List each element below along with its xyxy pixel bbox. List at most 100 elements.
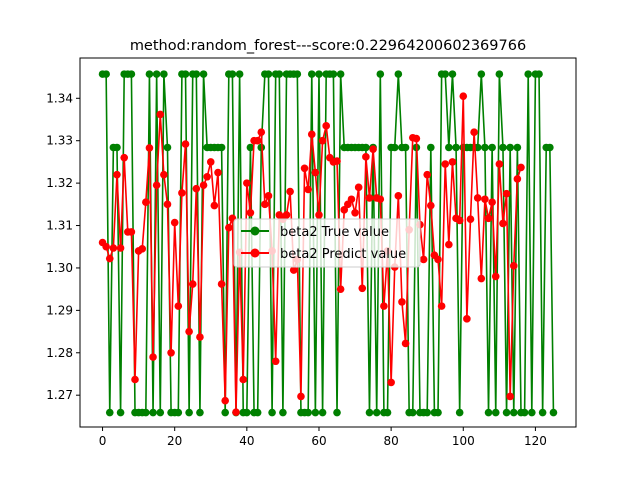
y-tick-label: 1.31 bbox=[46, 219, 73, 233]
point-predict-value bbox=[181, 140, 190, 148]
point-true-value bbox=[513, 143, 522, 152]
point-true-value bbox=[495, 70, 504, 78]
point-true-value bbox=[329, 70, 338, 78]
point-predict-value bbox=[113, 170, 121, 179]
point-predict-value bbox=[152, 181, 161, 190]
point-predict-value bbox=[315, 211, 323, 219]
point-predict-value bbox=[261, 200, 269, 209]
point-predict-value bbox=[333, 157, 341, 165]
point-true-value bbox=[156, 408, 165, 417]
point-true-value bbox=[434, 408, 442, 417]
point-true-value bbox=[246, 143, 255, 152]
point-true-value bbox=[113, 143, 121, 152]
point-true-value bbox=[268, 408, 276, 417]
point-true-value bbox=[509, 408, 518, 417]
legend: beta2 True value beta2 Predict value bbox=[233, 218, 421, 268]
point-predict-value bbox=[105, 254, 114, 263]
point-predict-value bbox=[401, 339, 410, 348]
point-predict-value bbox=[380, 302, 388, 310]
legend-predict-marker bbox=[250, 248, 260, 258]
point-predict-value bbox=[304, 185, 312, 194]
point-true-value bbox=[520, 408, 529, 417]
point-predict-value bbox=[225, 223, 233, 232]
point-true-value bbox=[362, 143, 370, 152]
y-tick-label: 1.33 bbox=[46, 134, 73, 148]
point-predict-value bbox=[264, 192, 273, 200]
point-predict-value bbox=[502, 189, 511, 198]
point-predict-value bbox=[491, 272, 500, 281]
x-tick-label: 100 bbox=[452, 434, 475, 448]
point-true-value bbox=[163, 143, 172, 152]
y-tick-label: 1.30 bbox=[46, 261, 73, 275]
x-tick-label: 20 bbox=[167, 434, 182, 448]
point-true-value bbox=[502, 408, 511, 417]
point-true-value bbox=[506, 143, 514, 152]
point-predict-value bbox=[336, 285, 345, 293]
point-predict-value bbox=[437, 302, 446, 310]
point-true-value bbox=[455, 408, 464, 417]
point-true-value bbox=[235, 70, 244, 78]
point-true-value bbox=[145, 70, 154, 78]
point-true-value bbox=[333, 408, 341, 417]
point-predict-value bbox=[318, 136, 327, 145]
point-true-value bbox=[127, 70, 136, 78]
point-predict-value bbox=[455, 216, 464, 225]
point-predict-value bbox=[142, 198, 150, 207]
point-predict-value bbox=[206, 158, 215, 166]
point-predict-value bbox=[448, 158, 457, 166]
point-predict-value bbox=[427, 201, 435, 210]
point-predict-value bbox=[509, 262, 518, 270]
point-true-value bbox=[221, 408, 229, 417]
legend-predict-label: beta2 Predict value bbox=[280, 247, 406, 262]
point-predict-value bbox=[199, 181, 208, 190]
point-true-value bbox=[535, 70, 543, 78]
point-predict-value bbox=[163, 200, 172, 209]
point-true-value bbox=[336, 70, 345, 78]
point-true-value bbox=[253, 408, 262, 417]
y-axis: 1.27 1.28 1.29 1.30 1.31 1.32 1.33 1.34 bbox=[46, 91, 80, 402]
point-predict-value bbox=[477, 274, 486, 283]
point-predict-value bbox=[347, 195, 356, 204]
point-predict-value bbox=[434, 255, 442, 264]
point-predict-value bbox=[145, 144, 154, 152]
plot-area-frame bbox=[79, 57, 577, 428]
point-predict-value bbox=[412, 134, 421, 143]
point-predict-value bbox=[196, 333, 204, 341]
point-predict-value bbox=[311, 168, 320, 177]
point-predict-value bbox=[192, 184, 201, 193]
x-tick-label: 40 bbox=[239, 434, 254, 448]
point-predict-value bbox=[239, 375, 248, 384]
point-predict-value bbox=[253, 136, 262, 145]
point-predict-value bbox=[484, 214, 493, 223]
point-true-value bbox=[304, 408, 312, 417]
legend-box bbox=[233, 218, 421, 268]
legend-true-marker bbox=[250, 226, 260, 236]
point-true-value bbox=[196, 408, 204, 417]
point-true-value bbox=[376, 70, 385, 78]
point-true-value bbox=[293, 70, 302, 78]
point-true-value bbox=[142, 408, 150, 417]
point-predict-value bbox=[217, 280, 226, 288]
point-predict-value bbox=[232, 408, 240, 416]
point-true-value bbox=[383, 408, 392, 417]
point-predict-value bbox=[214, 168, 222, 177]
point-predict-value bbox=[506, 392, 514, 401]
point-predict-value bbox=[138, 245, 147, 253]
point-predict-value bbox=[131, 375, 139, 384]
point-predict-value bbox=[351, 209, 359, 217]
point-predict-value bbox=[365, 194, 374, 202]
point-true-value bbox=[105, 408, 114, 417]
point-true-value bbox=[408, 408, 417, 417]
point-true-value bbox=[538, 408, 547, 417]
point-true-value bbox=[199, 70, 208, 78]
point-true-value bbox=[116, 408, 125, 417]
point-predict-value bbox=[354, 183, 363, 192]
point-true-value bbox=[488, 143, 496, 152]
point-true-value bbox=[445, 143, 453, 152]
point-predict-value bbox=[513, 175, 522, 183]
point-true-value bbox=[185, 408, 193, 417]
point-true-value bbox=[228, 70, 237, 78]
point-true-value bbox=[452, 143, 460, 152]
point-predict-value bbox=[188, 280, 197, 288]
